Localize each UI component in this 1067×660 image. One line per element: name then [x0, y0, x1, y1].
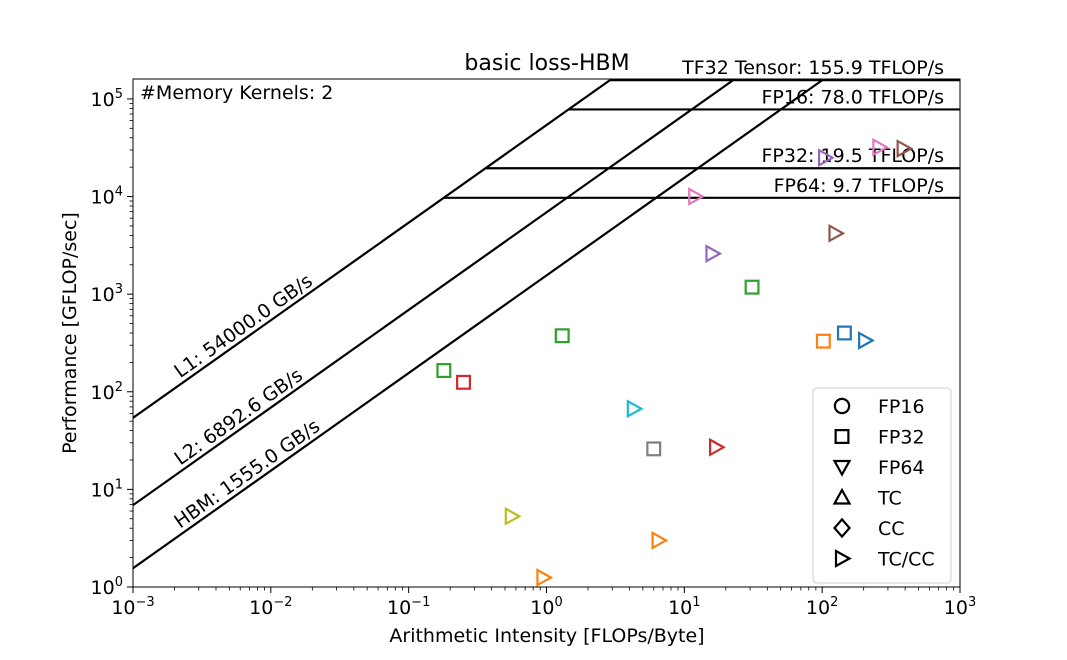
- memory-kernels-annotation: #Memory Kernels: 2: [140, 82, 333, 104]
- x-tick-label: 100: [530, 595, 562, 619]
- legend-label: FP64: [878, 457, 925, 479]
- legend-marker: [834, 549, 852, 568]
- y-tick-label: 100: [91, 575, 123, 599]
- x-tick-label: 10−1: [387, 595, 430, 619]
- data-point: [504, 506, 522, 526]
- y-axis-ticks: 100 101 102 103 104 105: [91, 87, 133, 599]
- compute-roof-label: FP64: 9.7 TFLOP/s: [774, 175, 944, 197]
- y-tick-label: 104: [91, 185, 123, 209]
- data-point: [554, 328, 570, 344]
- data-point: [651, 531, 669, 550]
- compute-roof-label: FP32: 19.5 TFLOP/s: [761, 145, 944, 167]
- legend-label: CC: [878, 518, 905, 540]
- y-tick-label: 103: [91, 282, 123, 306]
- data-point: [828, 223, 846, 243]
- x-tick-label: 103: [944, 595, 976, 619]
- data-point: [708, 437, 726, 457]
- memory-roof-line: [133, 79, 823, 570]
- x-tick-label: 101: [668, 595, 700, 619]
- memory-roof-line: [133, 79, 734, 507]
- roof-lines: [133, 79, 960, 570]
- legend-marker: [832, 459, 852, 477]
- data-point: [858, 331, 875, 350]
- data-points: [436, 137, 914, 587]
- y-tick-label: 102: [91, 380, 123, 404]
- legend-label: TC/CC: [877, 549, 935, 571]
- data-point: [836, 325, 852, 341]
- legend-marker: [832, 487, 852, 505]
- y-axis-label: Performance [GFLOP/sec]: [59, 212, 81, 454]
- legend: FP16 FP32 FP64 TC CC TC/CC: [812, 387, 952, 584]
- data-point: [626, 399, 644, 419]
- data-point: [536, 568, 554, 587]
- y-tick-label: 105: [91, 87, 123, 111]
- x-axis-label: Arithmetic Intensity [FLOPs/Byte]: [389, 625, 704, 647]
- legend-marker: [833, 397, 851, 415]
- y-tick-label: 101: [91, 477, 123, 501]
- data-point: [436, 363, 452, 379]
- legend-label: FP16: [878, 396, 925, 418]
- legend-label: FP32: [878, 427, 925, 449]
- data-point: [815, 333, 831, 349]
- chart-title: basic loss-HBM: [464, 51, 629, 76]
- data-point: [688, 187, 706, 206]
- memory-roof-line: [133, 79, 611, 419]
- data-point: [872, 137, 890, 157]
- data-point: [705, 244, 723, 264]
- legend-marker: [834, 429, 850, 444]
- legend-marker: [833, 517, 851, 539]
- data-point: [646, 441, 662, 457]
- data-point: [744, 279, 760, 295]
- compute-roof-label: TF32 Tensor: 155.9 TFLOP/s: [681, 57, 944, 79]
- compute-roof-label: FP16: 78.0 TFLOP/s: [761, 86, 944, 108]
- legend-label: TC: [877, 488, 902, 510]
- x-axis-ticks: 10−3 10−2 10−1 100 101 102 103: [111, 587, 976, 619]
- x-tick-label: 10−2: [249, 595, 292, 619]
- data-point: [896, 139, 914, 158]
- data-point: [456, 374, 471, 390]
- x-tick-label: 10−3: [111, 595, 154, 619]
- x-tick-label: 102: [806, 595, 838, 619]
- data-point: [817, 148, 835, 168]
